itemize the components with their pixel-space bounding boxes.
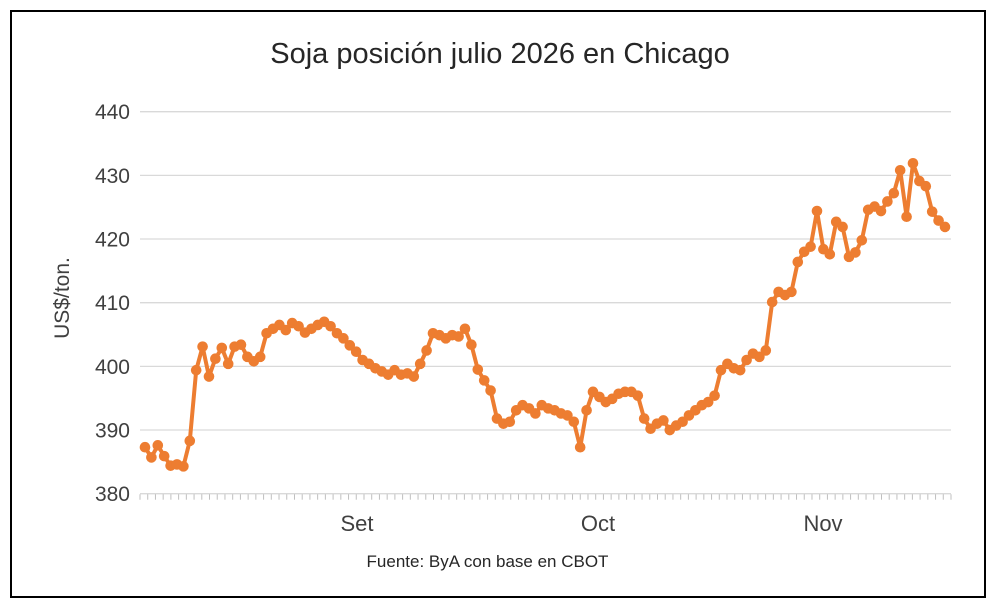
data-point-marker (926, 206, 938, 217)
data-point-marker (581, 404, 592, 416)
data-point-marker (907, 157, 919, 169)
data-point-marker (824, 249, 836, 260)
data-point-marker (709, 390, 720, 401)
chart-title: Soja posición julio 2026 en Chicago (270, 38, 730, 70)
data-point-marker (466, 339, 477, 351)
y-tick-label: 420 (95, 229, 130, 252)
data-point-marker (478, 375, 490, 386)
data-point-marker (792, 256, 804, 268)
data-point-marker (658, 415, 669, 426)
data-point-marker (882, 196, 893, 207)
data-point-marker (734, 364, 746, 376)
data-point-marker (786, 286, 797, 298)
data-point-marker (837, 221, 848, 233)
y-tick-label: 410 (95, 292, 130, 315)
x-axis-month-label: Set (340, 511, 373, 536)
data-point-marker (325, 320, 336, 332)
data-point-marker (504, 416, 516, 428)
data-point-marker (408, 371, 420, 382)
data-point-marker (485, 385, 496, 396)
data-point-marker (203, 371, 215, 382)
data-point-marker (568, 416, 580, 428)
data-point-marker (350, 346, 362, 358)
data-point-marker (939, 221, 951, 233)
data-point-marker (530, 408, 541, 419)
x-axis-month-label: Oct (581, 511, 615, 536)
data-point-marker (414, 358, 426, 370)
data-point-marker (632, 390, 644, 401)
data-point-marker (766, 296, 778, 308)
data-point-marker (638, 413, 650, 424)
data-point-marker (338, 333, 349, 344)
data-point-marker (888, 187, 900, 199)
data-point-marker (875, 205, 887, 217)
source-note: Fuente: ByA con base en CBOT (366, 552, 609, 571)
data-point-marker (901, 211, 912, 223)
data-point-marker (197, 341, 208, 352)
data-point-marker (459, 323, 471, 335)
data-point-marker (158, 450, 170, 462)
data-point-marker (760, 345, 772, 356)
data-point-marker (472, 364, 484, 375)
y-tick-label: 400 (95, 356, 130, 379)
data-point-marker (235, 339, 247, 351)
data-point-marker (152, 440, 164, 451)
data-point-marker (210, 353, 221, 365)
data-point-marker (920, 180, 932, 192)
data-point-marker (811, 205, 823, 217)
y-tick-label: 380 (95, 483, 130, 506)
data-point-marker (146, 452, 157, 463)
data-point-marker (222, 358, 234, 370)
price-series-line (143, 161, 947, 469)
data-point-marker (216, 342, 228, 354)
data-point-marker (574, 441, 586, 453)
data-point-marker (850, 247, 861, 258)
y-tick-label: 440 (95, 101, 130, 124)
data-point-marker (254, 351, 266, 363)
y-tick-label: 430 (95, 165, 130, 188)
chart-frame (10, 10, 986, 598)
data-point-marker (184, 435, 196, 447)
y-tick-label: 390 (95, 420, 130, 443)
data-point-marker (421, 345, 432, 356)
data-point-marker (453, 331, 464, 342)
data-point-marker (894, 164, 906, 176)
data-point-marker (805, 241, 816, 252)
data-point-marker (139, 441, 151, 453)
data-point-marker (856, 235, 868, 246)
data-point-marker (280, 324, 292, 336)
x-axis-month-label: Nov (803, 511, 842, 536)
data-point-marker (190, 364, 202, 376)
data-point-marker (178, 461, 189, 472)
